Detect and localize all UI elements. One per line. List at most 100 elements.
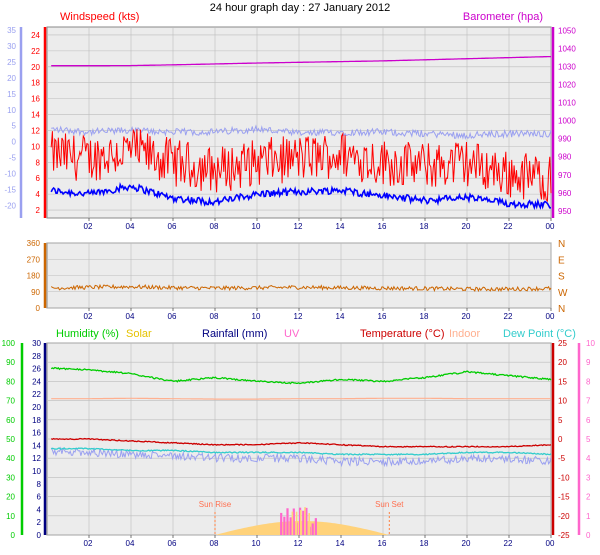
- x-tick-label: 00: [546, 312, 555, 321]
- outer-temp-tick-label: -5: [9, 154, 17, 163]
- temperature-line: [50, 437, 552, 448]
- uv-tick-label: 0: [586, 531, 591, 540]
- compass-label: S: [558, 272, 565, 283]
- uv-tick-label: 4: [586, 454, 591, 463]
- windspeed-axis-title: Windspeed (kts): [60, 11, 139, 23]
- compass-label: W: [558, 288, 568, 299]
- x-tick-label: 08: [210, 312, 219, 321]
- x-tick-label: 22: [504, 539, 513, 548]
- sun-set-label: Sun Set: [375, 500, 404, 509]
- temperature-tick-label: 0: [558, 435, 563, 444]
- rainfall-tick-label: 28: [32, 352, 41, 361]
- legend-indoor: Indoor: [449, 328, 481, 340]
- windspeed-tick-label: 18: [31, 79, 40, 88]
- x-tick-label: 04: [126, 539, 135, 548]
- compass-label: N: [558, 304, 565, 315]
- rainfall-tick-label: 30: [32, 339, 41, 348]
- x-tick-label: 04: [126, 222, 135, 231]
- temperature-tick-label: -25: [558, 531, 570, 540]
- barometer-tick-label: 1050: [558, 27, 576, 36]
- outer-temp-tick-label: 30: [7, 42, 16, 51]
- x-tick-label: 16: [378, 312, 387, 321]
- x-tick-label: 02: [84, 539, 93, 548]
- windspeed-tick-label: 14: [31, 111, 40, 120]
- barometer-tick-label: 960: [558, 189, 572, 198]
- humidity-tick-label: 40: [6, 454, 15, 463]
- legend-solar: Solar: [126, 328, 152, 340]
- solar-bar: [291, 511, 294, 535]
- sun-rise-label: Sun Rise: [199, 500, 232, 509]
- barometer-tick-label: 970: [558, 171, 572, 180]
- temperature-tick-label: -15: [558, 493, 570, 502]
- uv-tick-label: 3: [586, 473, 591, 482]
- barometer-line: [51, 55, 551, 67]
- direction-series: [50, 283, 552, 293]
- x-tick-label: 04: [126, 312, 135, 321]
- compass-label: N: [558, 239, 565, 250]
- x-tick-label: 02: [84, 312, 93, 321]
- solar-bar: [300, 509, 302, 535]
- humidity-tick-label: 50: [6, 435, 15, 444]
- legend-uv: UV: [284, 328, 300, 340]
- barometer-tick-label: 1030: [558, 63, 576, 72]
- solar-bar: [295, 511, 298, 535]
- uv-tick-label: 2: [586, 493, 591, 502]
- windspeed-tick-label: 12: [31, 126, 40, 135]
- wind-average-line: [50, 182, 551, 211]
- x-tick-label: 22: [504, 222, 513, 231]
- uv-tick-label: 7: [586, 397, 591, 406]
- dew-point-line: [50, 447, 552, 456]
- windspeed-tick-label: 20: [31, 63, 40, 72]
- legend-rainfall: Rainfall (mm): [202, 328, 267, 340]
- x-tick-label: 20: [462, 312, 471, 321]
- windspeed-tick-label: 8: [36, 158, 41, 167]
- temperature-tick-label: 15: [558, 377, 567, 386]
- solar-bar: [304, 507, 306, 535]
- legend-dew-point: Dew Point (°C): [503, 328, 576, 340]
- rainfall-tick-label: 12: [32, 454, 41, 463]
- rainfall-tick-label: 2: [37, 518, 42, 527]
- barometer-tick-label: 1000: [558, 117, 576, 126]
- wind-direction-line: [50, 283, 552, 293]
- uv-bar: [289, 517, 292, 535]
- graph-title: 24 hour graph day : 27 January 2012: [210, 2, 390, 14]
- barometer-tick-label: 950: [558, 207, 572, 216]
- x-tick-label: 08: [210, 539, 219, 548]
- barometer-tick-label: 1010: [558, 99, 576, 108]
- humidity-line: [50, 366, 552, 385]
- temperature-tick-label: 20: [558, 358, 567, 367]
- direction-tick-label: 360: [27, 239, 41, 248]
- barometer-tick-label: 1040: [558, 45, 576, 54]
- rainfall-tick-label: 24: [32, 377, 41, 386]
- outer-temp-tick-label: -15: [4, 185, 16, 194]
- uv-tick-label: 10: [586, 339, 595, 348]
- x-tick-label: 12: [294, 222, 303, 231]
- temperature-tick-label: 5: [558, 416, 563, 425]
- rainfall-tick-label: 0: [37, 531, 42, 540]
- humidity-tick-label: 60: [6, 416, 15, 425]
- rainfall-tick-label: 14: [32, 441, 41, 450]
- outer-temp-tick-label: 15: [7, 90, 16, 99]
- barometer-tick-label: 990: [558, 135, 572, 144]
- outer-temp-tick-label: 35: [7, 26, 16, 35]
- direction-tick-label: 270: [27, 255, 41, 264]
- windspeed-tick-label: 4: [36, 190, 41, 199]
- humidity-tick-label: 0: [11, 531, 16, 540]
- outer-temperature-line: [50, 446, 552, 468]
- panel-direction: 02 04 06 08 10 12 14 16 18 20 22 00090180270360NWSE…: [27, 239, 568, 321]
- x-tick-label: 22: [504, 312, 513, 321]
- x-tick-label: 08: [210, 222, 219, 231]
- temperature-tick-label: 25: [558, 339, 567, 348]
- outer-temp-tick-label: 25: [7, 58, 16, 67]
- x-tick-label: 10: [252, 222, 261, 231]
- windspeed-tick-label: 16: [31, 95, 40, 104]
- uv-bar: [311, 523, 314, 535]
- uv-bar: [280, 512, 283, 535]
- outer-temp-tick-label: 5: [12, 122, 17, 131]
- humidity-tick-label: 10: [6, 512, 15, 521]
- panel-wind: 02 04 06 08 10 12 14 16 18 20 22 002468101214161820…: [4, 11, 576, 231]
- temperature-tick-label: -5: [558, 454, 566, 463]
- temperature-tick-label: 10: [558, 397, 567, 406]
- temperature-tick-label: -10: [558, 473, 570, 482]
- x-tick-label: 16: [378, 222, 387, 231]
